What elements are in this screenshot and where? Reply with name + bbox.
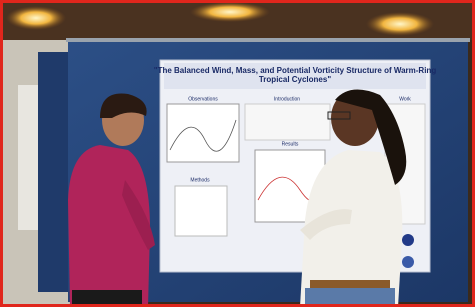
poster-text-block [245, 104, 330, 140]
section-heading: Observations [188, 96, 218, 102]
section-heading: Work [399, 96, 411, 102]
ceiling-light [190, 2, 270, 22]
poster-title: "The Balanced Wind, Mass, and Potential … [154, 66, 437, 75]
ceiling-light [6, 6, 66, 30]
section-heading: Results [282, 141, 299, 147]
poster-figure [167, 104, 239, 162]
logo [402, 256, 414, 268]
board-frame [66, 38, 470, 42]
section-heading: Methods [190, 177, 210, 183]
back-poster [18, 85, 40, 230]
poster-title: Tropical Cyclones" [259, 75, 331, 84]
belt [310, 280, 390, 288]
section-heading: Introduction [274, 96, 300, 102]
logo [402, 234, 414, 246]
page: "The Balanced Wind, Mass, and Potential … [0, 0, 475, 307]
ceiling-light [366, 12, 434, 36]
poster-text-block [175, 186, 227, 236]
photo: "The Balanced Wind, Mass, and Potential … [0, 0, 475, 307]
side-board [38, 52, 70, 292]
